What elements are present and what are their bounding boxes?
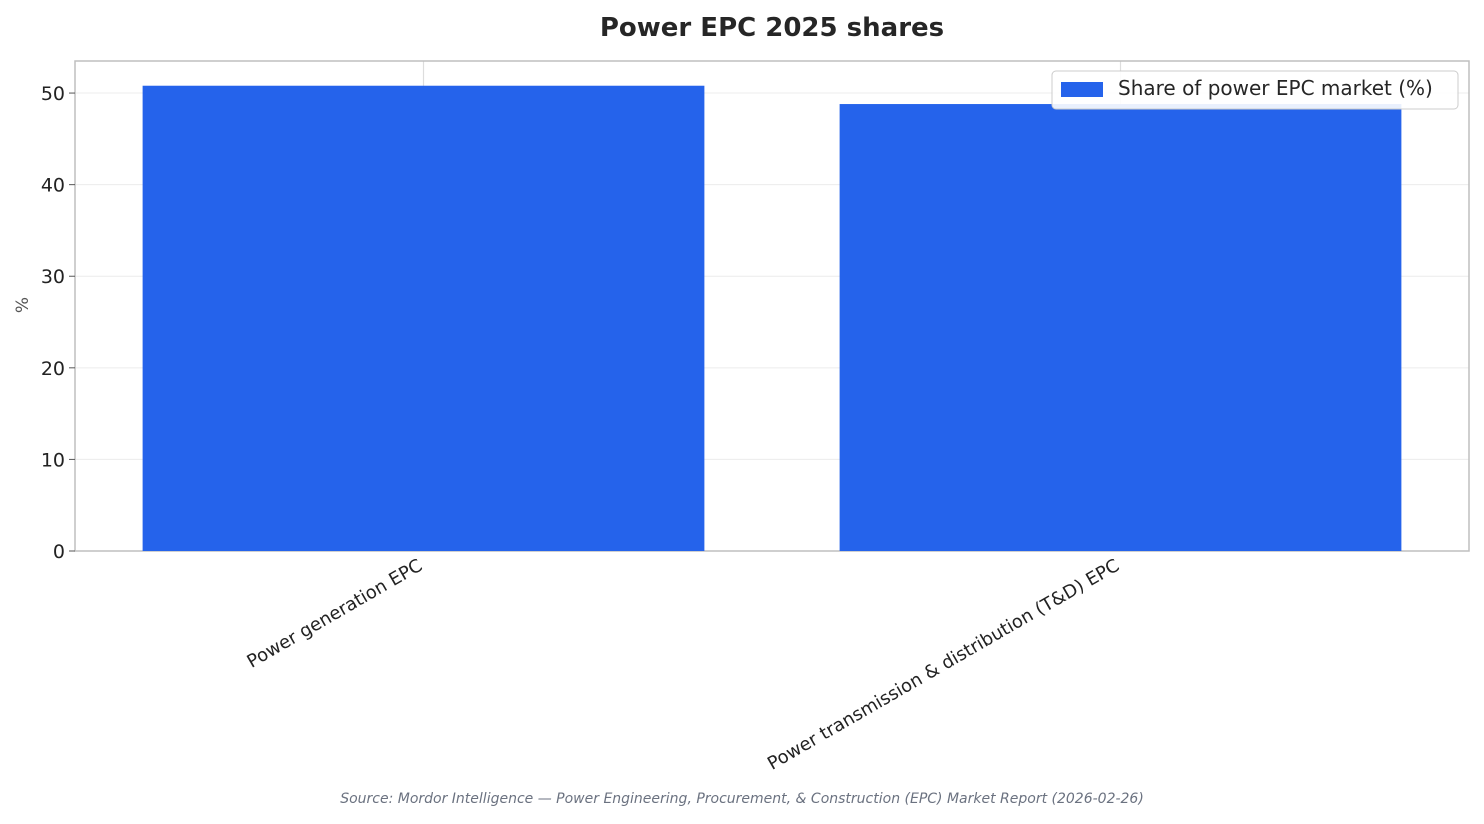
y-tick-label: 30 — [41, 266, 65, 288]
bar — [839, 104, 1402, 552]
x-tick-label: Power generation EPC — [244, 555, 426, 672]
y-axis-label: % — [13, 297, 33, 313]
legend-entry: Share of power EPC market (%) — [1118, 76, 1433, 100]
source-note: Source: Mordor Intelligence — Power Engi… — [340, 791, 1144, 807]
legend-box — [1051, 70, 1459, 110]
y-tick-label: 20 — [41, 358, 65, 380]
y-tick-label: 50 — [41, 83, 65, 105]
bar — [142, 85, 705, 551]
legend-swatch — [1061, 82, 1103, 97]
y-tick-label: 0 — [53, 541, 65, 563]
y-axis-ticks: 0 10 20 30 40 50 — [41, 83, 75, 563]
x-axis-ticks: Power generation EPC Power transmission &… — [244, 555, 1123, 774]
plot-frame — [74, 60, 1470, 552]
y-tick-label: 10 — [41, 449, 65, 471]
x-tick-label: Power transmission & distribution (T&D) … — [764, 555, 1123, 774]
y-tick-label: 40 — [41, 175, 65, 197]
bars — [142, 85, 1402, 552]
legend: Share of power EPC market (%) — [1051, 70, 1459, 110]
chart-title: Power EPC 2025 shares — [600, 13, 944, 43]
